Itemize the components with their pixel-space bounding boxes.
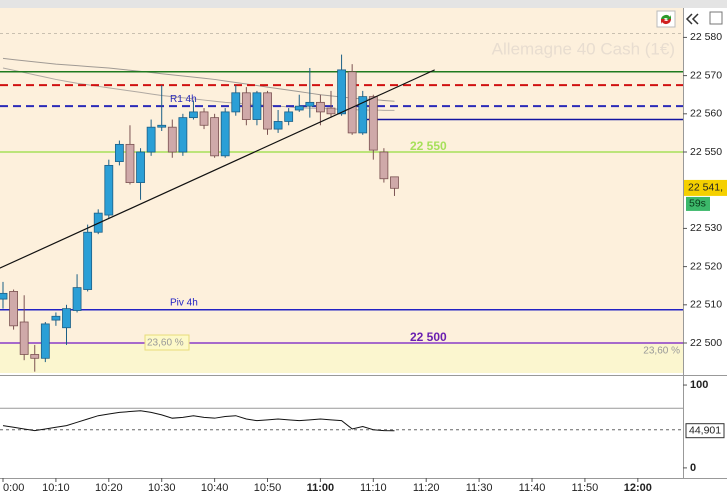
- candle-body: [30, 354, 40, 359]
- indicator-line: [2, 410, 395, 432]
- candle-body: [252, 92, 262, 120]
- y-tick-label: 22 570: [690, 69, 722, 81]
- candle-body: [231, 92, 241, 113]
- level-label: 22 550: [410, 139, 447, 153]
- candle-body: [337, 69, 346, 115]
- candle-body: [199, 111, 209, 126]
- candle-body: [40, 323, 50, 359]
- candle-body: [167, 126, 177, 153]
- candle-body: [62, 308, 71, 329]
- candle-body: [326, 107, 336, 115]
- candle-body: [178, 117, 188, 153]
- x-tick-label: 11:30: [466, 482, 493, 493]
- x-tick-label: 10:10: [42, 482, 70, 493]
- checkbox[interactable]: [709, 11, 723, 25]
- candle-body: [358, 96, 368, 134]
- refresh-icon: [661, 14, 671, 20]
- countdown-label: 59s: [689, 198, 706, 210]
- candle-body: [316, 101, 325, 113]
- x-tick-label: 11:40: [519, 482, 546, 493]
- candle-body: [368, 96, 378, 151]
- x-tick-label: 11:50: [572, 482, 599, 493]
- x-tick-label: 11:20: [413, 482, 440, 493]
- indicator-current-label: 44,901: [689, 424, 721, 436]
- watermark: Allemagne 40 Cash (1€): [492, 39, 675, 58]
- candle-body: [51, 315, 61, 321]
- level-name: Piv 4h: [170, 297, 198, 308]
- candle-body: [104, 164, 114, 216]
- countdown-box: [686, 196, 710, 211]
- candle-body: [284, 111, 294, 122]
- candle-body: [83, 231, 93, 290]
- y-tick-label: 22 580: [690, 31, 722, 43]
- candle-body: [0, 292, 8, 300]
- candle-body: [241, 92, 251, 120]
- support-zone: [0, 343, 683, 373]
- candle-body: [390, 176, 399, 189]
- fib-label-box: [144, 334, 190, 351]
- candle-body: [19, 321, 29, 355]
- y-tick-label: 22 550: [690, 146, 722, 158]
- collapse-button[interactable]: [685, 13, 699, 25]
- y-tick-label: 22 560: [690, 108, 722, 120]
- candle-body: [125, 143, 135, 183]
- candle-body: [72, 287, 82, 311]
- indicator-current-box: [685, 423, 725, 439]
- candle-body: [220, 111, 230, 157]
- indicator-tick-label: 100: [690, 379, 708, 391]
- candle-body: [114, 143, 124, 162]
- x-tick-label: 10:20: [95, 482, 123, 493]
- indicator-tick-label: 0: [690, 462, 696, 474]
- y-tick-label: 22 530: [690, 222, 722, 234]
- y-tick-label: 22 500: [690, 337, 722, 349]
- top-strip: [0, 0, 727, 8]
- x-tick-label: 11:10: [360, 482, 387, 493]
- fib-label: 23,60 %: [643, 346, 680, 357]
- current-price-label: 22 541,: [688, 182, 723, 194]
- y-tick-label: 22 520: [690, 260, 722, 272]
- x-tick-label: 10:30: [148, 482, 176, 493]
- toolbar-icons: [656, 10, 723, 28]
- candle-body: [9, 291, 18, 327]
- candle-body: [273, 121, 283, 130]
- candle-body: [294, 105, 304, 111]
- moving-average: [2, 57, 395, 102]
- current-price-box: [684, 179, 727, 196]
- candle-body: [146, 126, 156, 153]
- level-name: R1 4h: [170, 94, 197, 105]
- candle-body: [189, 111, 198, 119]
- fib-label: 23,60 %: [147, 338, 184, 349]
- candle-body: [379, 151, 389, 180]
- x-tick-label: 10:40: [201, 482, 229, 493]
- refresh-icon: [661, 19, 671, 24]
- candle-body: [305, 101, 315, 107]
- y-tick-label: 22 510: [690, 299, 722, 311]
- x-tick-label: 12:00: [624, 482, 652, 493]
- indicator-panel: [0, 378, 683, 478]
- x-tick-label: 11:00: [307, 482, 335, 493]
- trend-line: [0, 69, 435, 269]
- x-tick-label: 0:00: [3, 482, 24, 493]
- candle-body: [136, 151, 145, 183]
- level-label: 22 500: [410, 330, 447, 344]
- candle-body: [347, 71, 357, 134]
- candle-body: [210, 117, 220, 157]
- candle-body: [157, 124, 167, 128]
- x-tick-label: 10:50: [254, 482, 282, 493]
- candle-body: [263, 92, 272, 130]
